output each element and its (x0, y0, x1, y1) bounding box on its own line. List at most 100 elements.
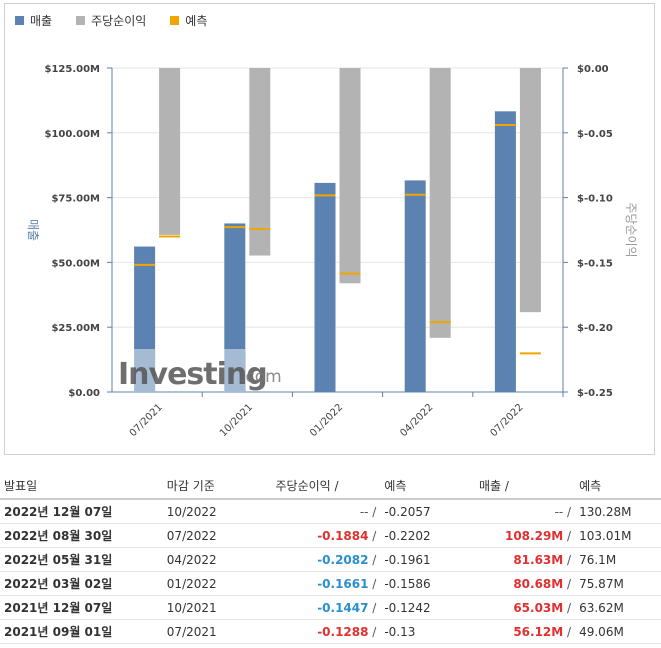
header-revenue[interactable]: 매출 / (474, 472, 576, 500)
revenue-value: 80.68M (513, 576, 564, 591)
period-end: 07/2021 (162, 619, 272, 644)
revenue-actual: 81.63M / (474, 547, 576, 572)
eps-actual: -0.1661 / (271, 571, 381, 596)
right-tick-label: $-0.25 (577, 388, 613, 399)
table-row: 2022년 05월 31일 04/2022 -0.2082 /-0.1961 81.6… (0, 547, 661, 572)
header-release-date[interactable]: 발표일 (0, 472, 163, 500)
eps-separator: / (368, 552, 377, 567)
left-tick-label: $50.00M (51, 258, 100, 269)
eps-actual: -0.1447 / (271, 595, 381, 620)
legend-swatch (76, 16, 86, 25)
revenue-bar (134, 246, 156, 392)
left-tick-label: $75.00M (51, 194, 100, 205)
revenue-separator: / (563, 528, 572, 543)
x-tick-label: 10/2021 (218, 402, 255, 439)
header-period-end[interactable]: 마감 기준 (162, 472, 272, 500)
legend-item[interactable]: 주당순이익 (76, 12, 146, 29)
eps-value: -0.1661 (317, 576, 369, 591)
eps-separator: / (368, 576, 377, 591)
revenue-forecast: 76.1M (575, 547, 661, 572)
header-eps[interactable]: 주당순이익 / (271, 472, 381, 500)
right-tick-label: $0.00 (577, 64, 609, 75)
revenue-separator: / (563, 504, 572, 519)
revenue-value: 81.63M (513, 552, 564, 567)
eps-forecast: -0.1586 (380, 571, 475, 596)
right-tick-label: $-0.05 (577, 129, 613, 140)
legend-item[interactable]: 예측 (170, 12, 207, 29)
left-tick-label: $0.00 (68, 388, 100, 399)
revenue-forecast: 75.87M (575, 571, 661, 596)
release-date: 2021년 09월 01일 (0, 619, 163, 644)
revenue-bar (494, 111, 516, 392)
revenue-forecast: 63.62M (575, 595, 661, 620)
period-end: 07/2022 (162, 523, 272, 548)
release-date: 2022년 08월 30일 (0, 523, 163, 548)
eps-bar (339, 68, 361, 284)
table-header-row: 발표일 마감 기준 주당순이익 / 예측 매출 / 예측 (0, 472, 661, 500)
eps-separator: / (368, 528, 377, 543)
eps-actual: -- / (271, 499, 381, 524)
revenue-actual: 65.03M / (474, 595, 576, 620)
legend-label: 매출 (30, 14, 53, 28)
header-revenue-forecast[interactable]: 예측 (575, 472, 661, 500)
legend-label: 주당순이익 (91, 14, 147, 28)
revenue-forecast: 49.06M (575, 619, 661, 644)
watermark-fade (224, 349, 245, 392)
revenue-separator: / (563, 552, 572, 567)
eps-actual: -0.2082 / (271, 547, 381, 572)
revenue-forecast: 103.01M (575, 523, 661, 548)
period-end: 10/2021 (162, 595, 272, 620)
chart-panel: 매출 주당순이익 예측 $0.00 $25.00M $50.00M $75.00M $100… (4, 3, 655, 455)
eps-value: -0.2082 (317, 552, 369, 567)
left-tick-label: $100.00M (45, 129, 101, 140)
eps-forecast: -0.2202 (380, 523, 475, 548)
x-tick-label: 07/2022 (489, 402, 526, 439)
eps-forecast: -0.1961 (380, 547, 475, 572)
eps-bar (159, 68, 181, 235)
revenue-bar (404, 180, 426, 392)
watermark-suffix: .com (240, 367, 282, 387)
revenue-separator: / (563, 624, 572, 639)
right-tick-label: $-0.15 (577, 258, 613, 269)
revenue-separator: / (563, 600, 572, 615)
revenue-actual: 56.12M / (474, 619, 576, 644)
table-row: 2022년 12월 07일 10/2022 -- / -0.2057 -- /130.2… (0, 499, 661, 524)
legend-label: 예측 (185, 14, 208, 28)
right-tick-label: $-0.20 (577, 323, 613, 334)
eps-actual: -0.1884 / (271, 523, 381, 548)
revenue-value: 56.12M (513, 624, 564, 639)
watermark-brand: Investing (118, 357, 267, 392)
earnings-table: 발표일 마감 기준 주당순이익 / 예측 매출 / 예측 2022년 12월 0… (0, 472, 661, 644)
eps-value: -0.1288 (317, 624, 369, 639)
table-row: 2022년 08월 30일 07/2022 -0.1884 /-0.2202 108.… (0, 523, 661, 548)
table-row: 2022년 03월 02일 01/2022 -0.1661 /-0.1586 80.6… (0, 571, 661, 596)
x-tick-label: 04/2022 (398, 402, 435, 439)
x-tick-label: 07/2021 (128, 402, 165, 439)
period-end: 10/2022 (162, 499, 272, 524)
revenue-actual: 108.29M / (474, 523, 576, 548)
eps-bar (429, 68, 451, 338)
eps-actual: -0.1288 / (271, 619, 381, 644)
eps-separator: / (368, 504, 377, 519)
revenue-bar (224, 223, 246, 392)
eps-forecast: -0.13 (380, 619, 475, 644)
revenue-actual: -- / (474, 499, 576, 524)
legend-item[interactable]: 매출 (15, 12, 52, 29)
left-axis-title: 매출 (26, 219, 40, 241)
release-date: 2021년 12월 07일 (0, 595, 163, 620)
legend-swatch (170, 16, 180, 25)
right-axis-title: 주당순이익 (624, 202, 638, 257)
left-tick-label: $125.00M (45, 64, 101, 75)
release-date: 2022년 03월 02일 (0, 571, 163, 596)
revenue-forecast: 130.28M (575, 499, 661, 524)
revenue-value: 65.03M (513, 600, 564, 615)
eps-value: -0.1884 (317, 528, 369, 543)
table-row: 2021년 12월 07일 10/2021 -0.1447 /-0.1242 65.0… (0, 595, 661, 620)
eps-separator: / (368, 624, 377, 639)
header-eps-forecast[interactable]: 예측 (380, 472, 475, 500)
watermark-fade (134, 349, 155, 392)
right-tick-label: $-0.10 (577, 194, 613, 205)
eps-bar (519, 68, 541, 313)
release-date: 2022년 05월 31일 (0, 547, 163, 572)
period-end: 04/2022 (162, 547, 272, 572)
